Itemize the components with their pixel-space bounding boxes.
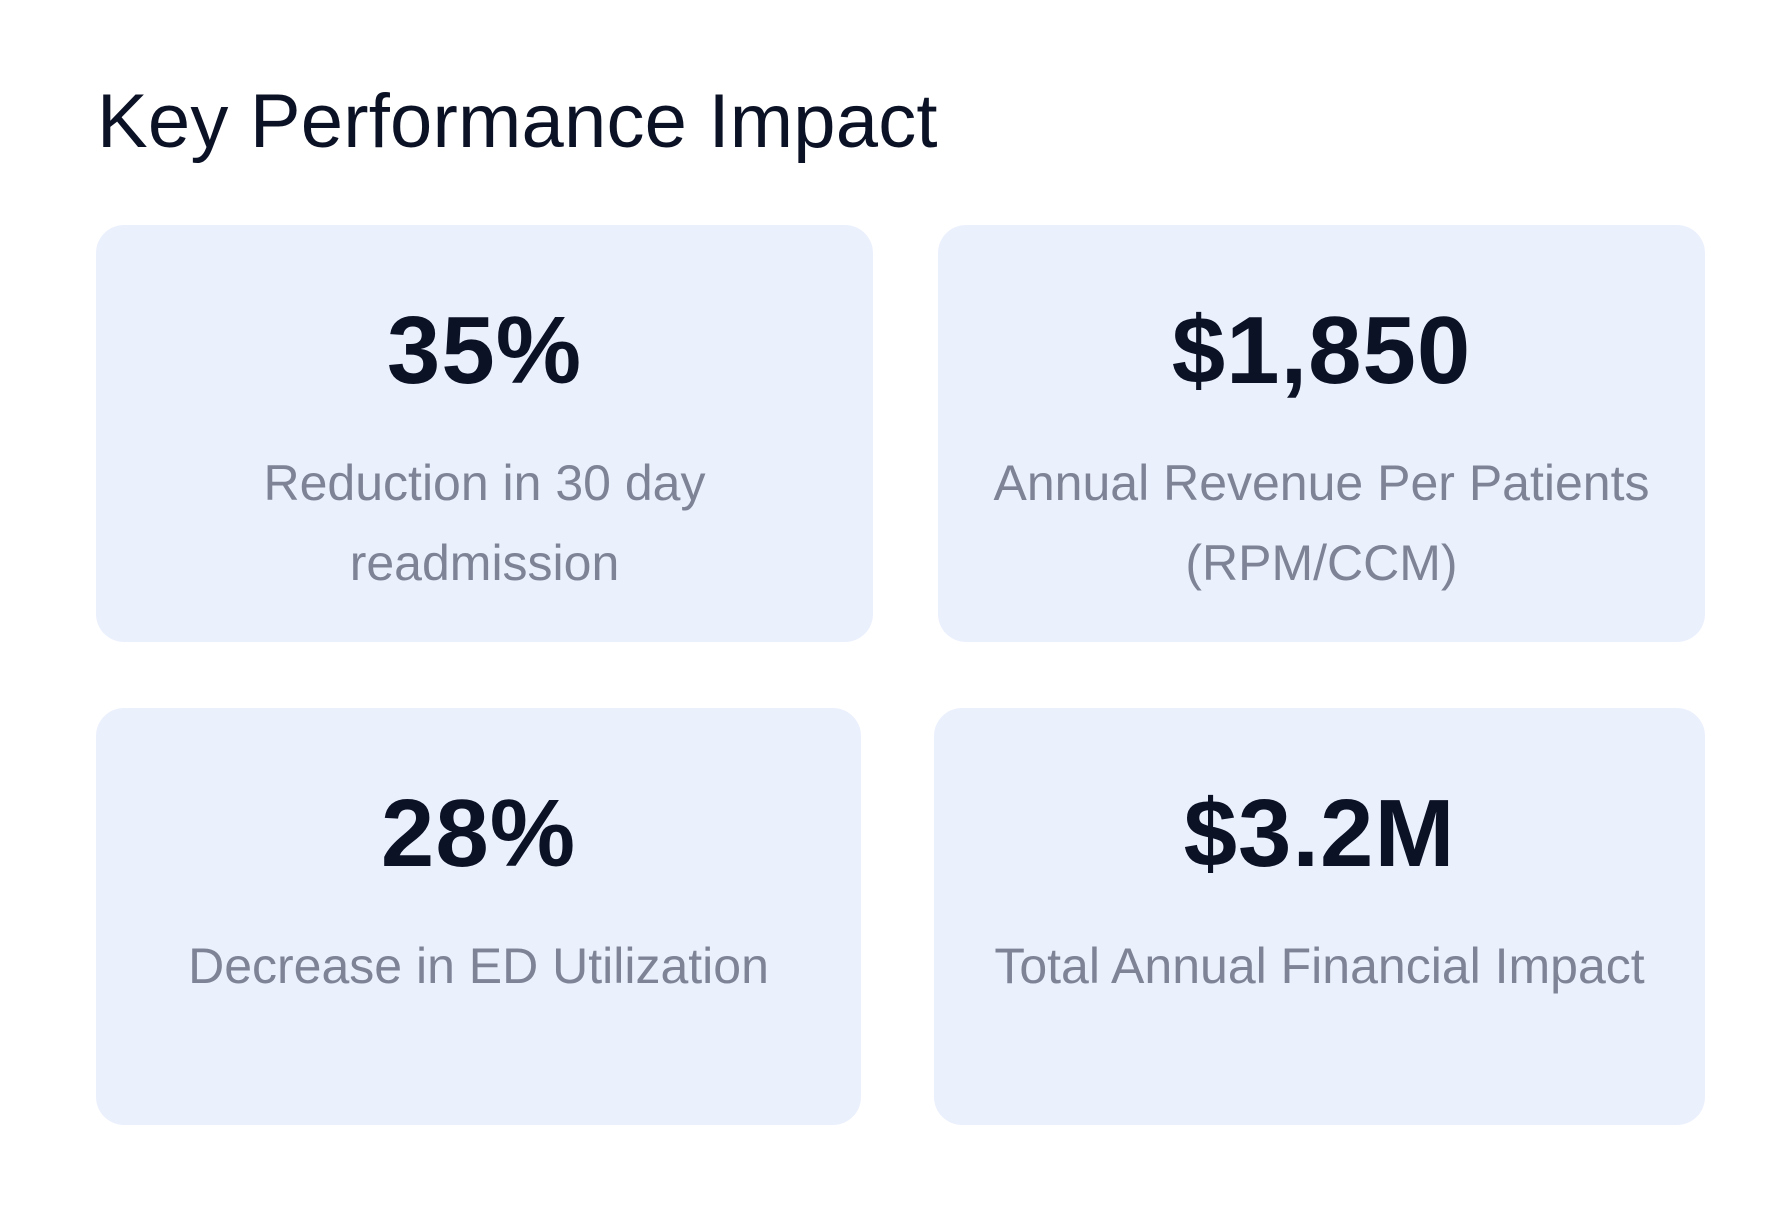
metric-card-readmission: 35% Reduction in 30 day readmission: [96, 225, 873, 642]
metric-label: Reduction in 30 day readmission: [263, 455, 706, 591]
metric-label: Total Annual Financial Impact: [994, 938, 1645, 994]
page-title: Key Performance Impact: [97, 79, 938, 164]
metric-value: 28%: [380, 780, 577, 887]
metric-card-ed-utilization: 28% Decrease in ED Utilization: [96, 708, 861, 1125]
metric-value: $3.2M: [1183, 780, 1456, 887]
metric-value: $1,850: [1171, 297, 1472, 404]
metric-card-financial-impact: $3.2M Total Annual Financial Impact: [934, 708, 1705, 1125]
metric-card-revenue-per-patient: $1,850 Annual Revenue Per Patients (RPM/…: [938, 225, 1705, 642]
metric-label: Annual Revenue Per Patients (RPM/CCM): [993, 455, 1650, 591]
metric-label: Decrease in ED Utilization: [188, 938, 769, 994]
metric-value: 35%: [386, 297, 583, 404]
